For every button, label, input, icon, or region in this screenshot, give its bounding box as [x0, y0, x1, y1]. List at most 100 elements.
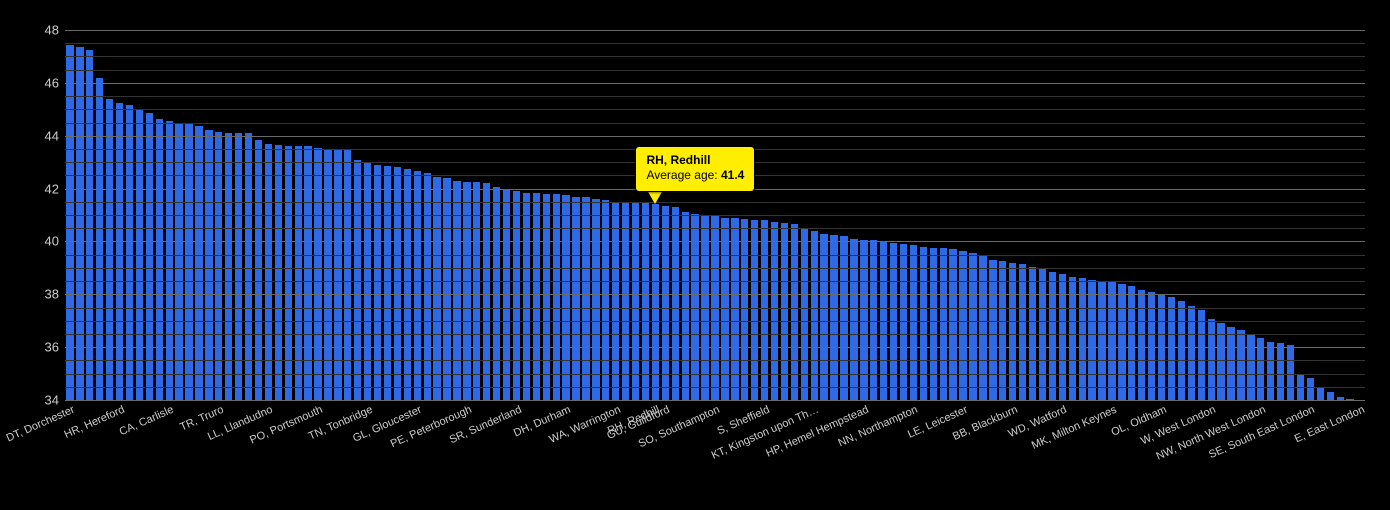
bar[interactable] — [920, 247, 927, 400]
bar[interactable] — [1327, 392, 1334, 400]
gridline-major — [65, 83, 1365, 84]
bar[interactable] — [930, 248, 937, 400]
bar[interactable] — [959, 251, 966, 400]
gridline-major — [65, 136, 1365, 137]
bar[interactable] — [304, 146, 311, 400]
bar[interactable] — [1128, 286, 1135, 400]
bar[interactable] — [1009, 263, 1016, 400]
bar[interactable] — [433, 177, 440, 400]
gridline-minor — [65, 215, 1365, 216]
bar[interactable] — [314, 148, 321, 400]
gridline-minor — [65, 43, 1365, 44]
bar[interactable] — [1168, 297, 1175, 400]
bar[interactable] — [404, 169, 411, 400]
bar[interactable] — [582, 197, 589, 401]
bar[interactable] — [443, 178, 450, 400]
gridline-minor — [65, 321, 1365, 322]
bar[interactable] — [642, 203, 649, 400]
y-axis-label: 48 — [45, 23, 65, 38]
tooltip-title: RH, Redhill — [646, 153, 744, 168]
bar[interactable] — [572, 197, 579, 401]
bar[interactable] — [602, 200, 609, 400]
bar[interactable] — [1307, 378, 1314, 400]
bar[interactable] — [334, 149, 341, 400]
bar[interactable] — [116, 103, 123, 400]
tooltip-value-label: Average age: — [646, 168, 721, 182]
bar[interactable] — [612, 202, 619, 400]
y-axis-label: 38 — [45, 287, 65, 302]
y-axis-label: 42 — [45, 181, 65, 196]
bar[interactable] — [840, 236, 847, 400]
gridline-minor — [65, 70, 1365, 71]
bar[interactable] — [1098, 281, 1105, 400]
bar[interactable] — [979, 255, 986, 400]
bar[interactable] — [1079, 278, 1086, 400]
bar[interactable] — [175, 123, 182, 401]
gridline-minor — [65, 202, 1365, 203]
gridline-minor — [65, 281, 1365, 282]
bar[interactable] — [820, 234, 827, 401]
bar[interactable] — [672, 207, 679, 400]
bar[interactable] — [553, 194, 560, 400]
bar[interactable] — [1019, 264, 1026, 400]
bar[interactable] — [1069, 277, 1076, 400]
bar[interactable] — [592, 199, 599, 400]
bar[interactable] — [940, 248, 947, 400]
bar[interactable] — [811, 231, 818, 400]
bar[interactable] — [632, 203, 639, 400]
bar[interactable] — [999, 261, 1006, 400]
bar[interactable] — [1227, 327, 1234, 400]
bar[interactable] — [1237, 330, 1244, 400]
bar[interactable] — [106, 99, 113, 400]
bar[interactable] — [543, 194, 550, 400]
gridline-major — [65, 347, 1365, 348]
bar[interactable] — [275, 145, 282, 400]
x-axis-label: CA, Carlisle — [116, 400, 176, 438]
bar[interactable] — [622, 202, 629, 400]
bar[interactable] — [1277, 343, 1284, 400]
bar[interactable] — [1118, 284, 1125, 400]
y-axis-label: 46 — [45, 75, 65, 90]
bar[interactable] — [424, 173, 431, 400]
bar[interactable] — [949, 249, 956, 400]
bar[interactable] — [414, 171, 421, 400]
bar[interactable] — [1049, 272, 1056, 400]
bar[interactable] — [285, 146, 292, 400]
y-axis-label: 40 — [45, 234, 65, 249]
bar[interactable] — [1247, 334, 1254, 400]
bar[interactable] — [830, 235, 837, 400]
bar[interactable] — [1267, 342, 1274, 400]
bar[interactable] — [533, 193, 540, 400]
gridline-major — [65, 30, 1365, 31]
bar[interactable] — [1088, 280, 1095, 400]
bar[interactable] — [146, 113, 153, 400]
bar[interactable] — [195, 126, 202, 400]
gridline-minor — [65, 123, 1365, 124]
bar[interactable] — [96, 78, 103, 400]
bar[interactable] — [662, 206, 669, 400]
bar[interactable] — [1287, 345, 1294, 401]
bar[interactable] — [156, 119, 163, 400]
bar[interactable] — [354, 160, 361, 401]
bar[interactable] — [265, 144, 272, 400]
bar[interactable] — [562, 195, 569, 400]
bar[interactable] — [969, 253, 976, 400]
bar[interactable] — [523, 193, 530, 400]
bar[interactable] — [1108, 282, 1115, 400]
gridline-minor — [65, 56, 1365, 57]
bar[interactable] — [374, 165, 381, 400]
bar[interactable] — [1317, 388, 1324, 400]
gridline-minor — [65, 374, 1365, 375]
gridline-minor — [65, 96, 1365, 97]
bar[interactable] — [453, 181, 460, 400]
bar[interactable] — [295, 146, 302, 400]
bar[interactable] — [652, 204, 659, 400]
bar[interactable] — [1178, 301, 1185, 400]
tooltip: RH, RedhillAverage age: 41.4 — [635, 146, 755, 192]
bar[interactable] — [324, 149, 331, 400]
bar[interactable] — [850, 239, 857, 400]
bar[interactable] — [185, 124, 192, 400]
bar[interactable] — [513, 191, 520, 400]
plot-area: 3436384042444648DT, DorchesterHR, Herefo… — [65, 30, 1365, 400]
gridline-minor — [65, 387, 1365, 388]
